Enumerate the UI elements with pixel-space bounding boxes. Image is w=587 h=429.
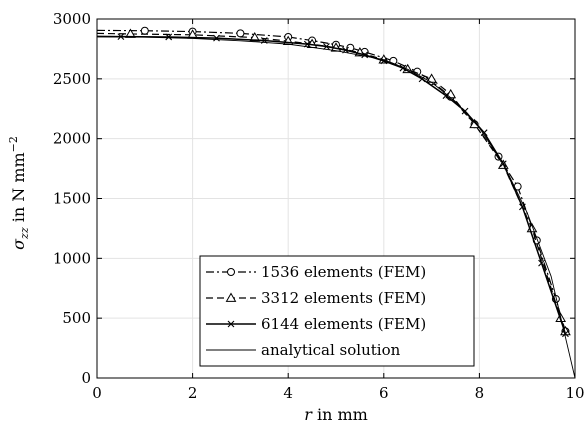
y-axis-unit: in N mm bbox=[9, 152, 28, 227]
series-4 bbox=[96, 36, 576, 379]
x-tick-label: 10 bbox=[565, 384, 584, 402]
data-series bbox=[96, 26, 576, 379]
cross-stroke bbox=[399, 64, 407, 72]
cross-stroke bbox=[213, 34, 220, 42]
legend-label: 6144 elements (FEM) bbox=[261, 315, 426, 333]
cross-stroke bbox=[380, 57, 388, 65]
data-point bbox=[213, 34, 220, 42]
legend-marker bbox=[227, 268, 235, 276]
data-point bbox=[236, 29, 245, 38]
x-axis-unit: in mm bbox=[312, 405, 368, 424]
x-tick-label: 2 bbox=[188, 384, 198, 402]
data-point bbox=[140, 26, 149, 35]
x-axis-var: r bbox=[304, 405, 313, 424]
series-line bbox=[96, 36, 576, 379]
y-tick-label: 1000 bbox=[53, 249, 91, 267]
y-axis-label: σzz in N mm−2 bbox=[7, 136, 31, 250]
y-tick-label: 0 bbox=[81, 369, 91, 387]
legend-label: 3312 elements (FEM) bbox=[261, 289, 426, 307]
x-tick-label: 0 bbox=[92, 384, 102, 402]
y-tick-label: 2000 bbox=[53, 130, 91, 148]
cross-stroke bbox=[323, 43, 330, 50]
y-axis-var: σ bbox=[9, 238, 28, 250]
legend-marker bbox=[225, 292, 237, 302]
legend-label: 1536 elements (FEM) bbox=[261, 263, 426, 281]
cross-stroke bbox=[227, 320, 235, 328]
legend-marker bbox=[227, 320, 235, 328]
x-tick-label: 4 bbox=[283, 384, 293, 402]
legend-item-3: 6144 elements (FEM) bbox=[206, 315, 426, 333]
legend-item-4: analytical solution bbox=[206, 341, 401, 359]
legend-box bbox=[199, 255, 475, 367]
cross-stroke bbox=[461, 107, 469, 115]
x-axis-label: r in mm bbox=[304, 405, 368, 424]
cross-stroke bbox=[538, 259, 545, 267]
y-tick-label: 1500 bbox=[53, 190, 91, 208]
y-axis-subscript: zz bbox=[18, 227, 31, 240]
cross-stroke bbox=[442, 92, 450, 99]
data-point bbox=[165, 33, 173, 41]
data-point bbox=[418, 75, 426, 83]
data-point bbox=[538, 259, 545, 267]
x-tick-label: 8 bbox=[475, 384, 485, 402]
y-tick-label: 2500 bbox=[53, 70, 91, 88]
data-point bbox=[323, 43, 330, 50]
cross-stroke bbox=[117, 33, 125, 40]
legend-label: analytical solution bbox=[261, 341, 401, 359]
data-point bbox=[480, 129, 488, 137]
cross-stroke bbox=[165, 33, 173, 41]
legend: 1536 elements (FEM) 3312 elements (FEM) 61… bbox=[199, 255, 475, 367]
y-tick-label: 3000 bbox=[53, 10, 91, 28]
cross-stroke bbox=[519, 203, 526, 211]
legend-item-1: 1536 elements (FEM) bbox=[206, 263, 426, 281]
data-point bbox=[461, 107, 469, 115]
cross-stroke bbox=[562, 330, 569, 338]
data-point bbox=[117, 33, 125, 40]
data-point bbox=[519, 203, 526, 211]
cross-stroke bbox=[418, 75, 426, 83]
data-point bbox=[442, 92, 450, 99]
legend-item-2: 3312 elements (FEM) bbox=[206, 289, 426, 307]
y-axis-exponent: −2 bbox=[7, 136, 20, 152]
data-point bbox=[249, 32, 261, 42]
data-point bbox=[562, 330, 569, 338]
cross-stroke bbox=[480, 129, 488, 137]
x-tick-label: 6 bbox=[379, 384, 389, 402]
y-tick-label: 500 bbox=[62, 309, 91, 327]
axis-ticks: 0 2 4 6 8 10 0 500 1000 1500 2000 2500 3000 bbox=[53, 10, 585, 402]
cross-stroke bbox=[361, 51, 369, 59]
